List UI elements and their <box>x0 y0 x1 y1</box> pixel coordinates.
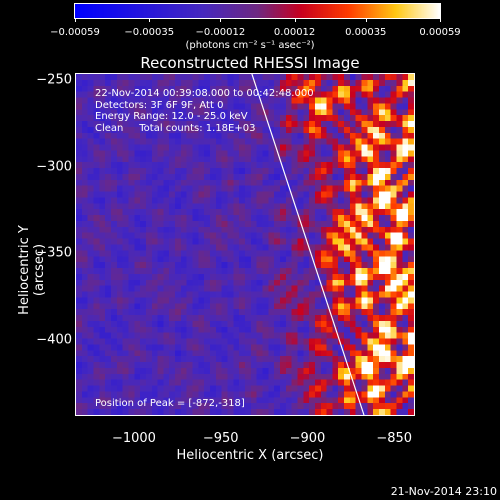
info-detectors: Detectors: 3F 6F 9F, Att 0 <box>95 99 224 111</box>
x-axis-label: Heliocentric X (arcsec) <box>176 448 324 463</box>
plot-title: Reconstructed RHESSI Image <box>140 54 360 72</box>
y-axis-label: Heliocentric Y (arcsec) <box>17 225 47 315</box>
y-tick-label: −350 <box>36 245 72 261</box>
colorbar-tick-mark <box>149 18 151 22</box>
colorbar-tick-mark <box>75 18 76 22</box>
y-tick-label: −300 <box>36 159 72 175</box>
y-tick-label: −400 <box>36 332 72 348</box>
info-energy: Energy Range: 12.0 - 25.0 keV <box>95 111 248 122</box>
colorbar-tick-mark <box>365 18 367 22</box>
peak-position: Position of Peak = [-872,-318] <box>95 398 245 409</box>
colorbar-tick-label: −0.00059 <box>50 27 100 38</box>
solar-limb-line <box>251 74 365 415</box>
heatmap <box>76 74 414 415</box>
info-time: 22-Nov-2014 00:39:08.000 to 00:42:48.000 <box>95 88 314 99</box>
x-tick-label: −1000 <box>111 431 156 446</box>
x-tick-label: −900 <box>289 431 326 446</box>
colorbar-tick-label: −0.00035 <box>124 27 175 38</box>
x-tick-label: −950 <box>202 431 239 446</box>
info-clean: Clean Total counts: 1.18E+03 <box>95 122 256 134</box>
colorbar-tick-mark <box>220 18 222 22</box>
colorbar-tick-label: 0.00012 <box>273 27 316 38</box>
colorbar-tick-label: −0.00012 <box>195 27 246 38</box>
y-tick-label: −250 <box>36 72 72 88</box>
colorbar-units: (photons cm⁻² s⁻¹ asec⁻²) <box>185 40 315 51</box>
observation-info: 22-Nov-2014 00:39:08.000 to 00:42:48.000… <box>95 88 314 134</box>
plot-overlay <box>251 74 365 415</box>
colorbar-tick-label: 0.00059 <box>419 27 461 38</box>
image-plot: 22-Nov-2014 00:39:08.000 to 00:42:48.000… <box>75 73 415 416</box>
timestamp: 21-Nov-2014 23:10 <box>390 485 497 498</box>
x-tick-label: −850 <box>376 431 413 446</box>
colorbar-tick-label: 0.00035 <box>345 27 387 38</box>
colorbar-tick-mark <box>440 18 441 22</box>
colorbar <box>74 3 441 19</box>
colorbar-tick-mark <box>294 18 296 22</box>
